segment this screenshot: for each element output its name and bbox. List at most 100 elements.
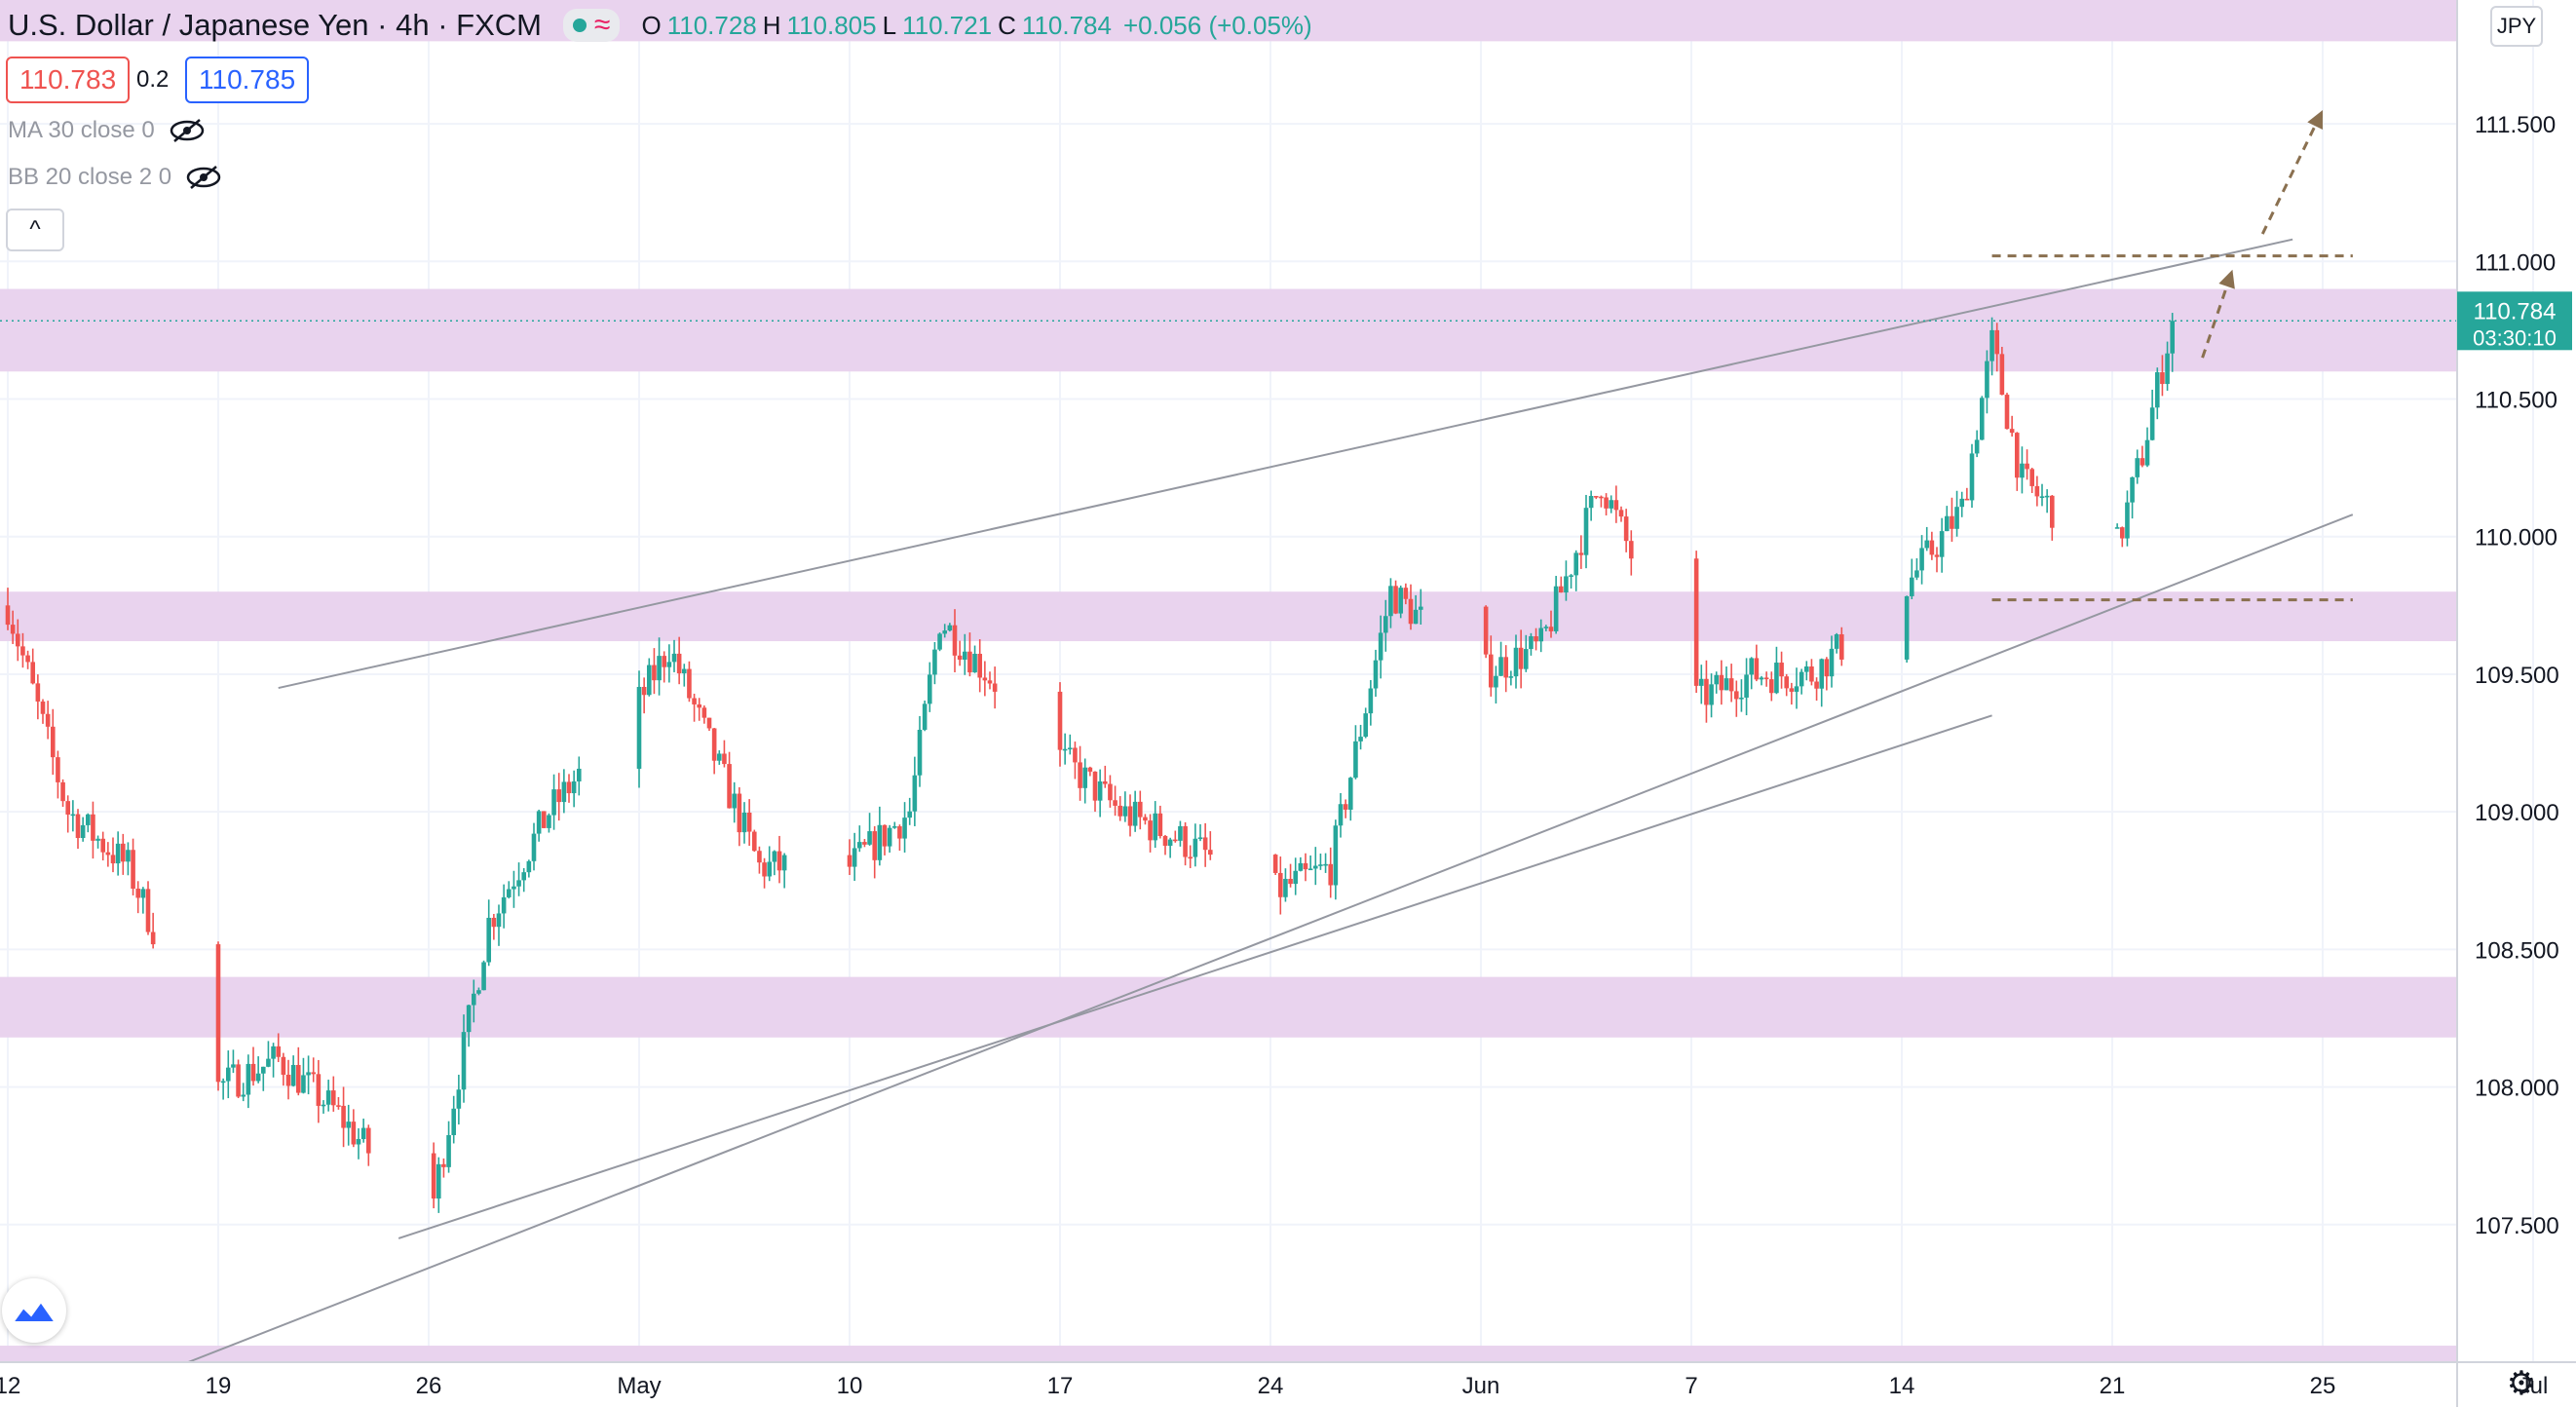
candle-body: [1985, 361, 1989, 399]
currency-label: JPY: [2496, 14, 2537, 38]
candle-body: [1062, 748, 1068, 751]
candle-body: [1172, 839, 1178, 842]
x-tick-label: 12: [0, 1373, 20, 1399]
candle-body: [301, 1075, 306, 1093]
candle-body: [2135, 458, 2140, 477]
candle-body: [867, 831, 872, 845]
candle-body: [2004, 395, 2010, 430]
candle-body: [937, 633, 942, 650]
candle-body: [1754, 658, 1760, 680]
x-tick-label: 25: [2310, 1373, 2336, 1399]
candle-body: [2160, 372, 2165, 385]
candle-body: [551, 789, 556, 816]
close-label: C: [998, 10, 1016, 40]
candle-body: [25, 655, 30, 663]
candle-body: [561, 781, 567, 803]
buy-price-button[interactable]: 110.785: [185, 57, 310, 103]
candle-body: [1829, 648, 1835, 677]
candle-body: [1719, 674, 1724, 691]
candle-body: [491, 917, 497, 928]
candle-body: [1749, 658, 1755, 675]
indicator-ma[interactable]: MA 30 close 0: [8, 117, 206, 144]
candle-body: [737, 793, 742, 833]
tradingview-logo[interactable]: [2, 1278, 66, 1343]
logo-icon: [13, 1300, 56, 1322]
candle-body: [701, 707, 707, 718]
candle-body: [471, 993, 476, 1006]
support-resistance-zone: [0, 288, 2457, 372]
candle-body: [126, 850, 131, 862]
candle-body: [1283, 878, 1288, 897]
candle-body: [145, 889, 151, 932]
low-value: 110.721: [902, 10, 993, 40]
trendline: [398, 714, 1992, 1239]
candle-body: [2025, 463, 2029, 470]
candle-body: [566, 781, 572, 794]
candle-body: [346, 1122, 352, 1128]
candle-body: [321, 1104, 326, 1107]
candle-body: [687, 668, 692, 699]
candle-body: [1959, 498, 1965, 508]
candle-body: [1789, 688, 1795, 692]
candle-body: [281, 1056, 286, 1076]
candle-body: [1067, 747, 1073, 750]
candle-body: [220, 1081, 226, 1084]
candle-body: [772, 851, 777, 862]
sell-price-button[interactable]: 110.783: [6, 57, 131, 103]
candle-body: [1403, 588, 1409, 599]
hidden-eye-icon[interactable]: [185, 165, 222, 190]
candle-body: [516, 880, 521, 887]
candle-body: [250, 1063, 256, 1082]
candle-body: [1328, 863, 1334, 886]
collapse-legend-button[interactable]: ^: [6, 209, 64, 251]
candle-body: [306, 1072, 311, 1076]
candle-body: [1909, 577, 1914, 596]
candle-body: [1118, 805, 1123, 817]
candle-body: [1318, 864, 1323, 866]
candle-body: [260, 1066, 266, 1074]
candle-body: [1127, 806, 1133, 826]
y-tick-label: 111.500: [2475, 112, 2556, 138]
market-status-pill[interactable]: ≈: [563, 9, 621, 42]
candle-body: [1814, 681, 1819, 689]
candle-body: [2140, 458, 2145, 466]
candle-body: [1188, 856, 1193, 859]
candle-body: [1553, 586, 1559, 631]
spread-value: 0.2: [136, 66, 170, 93]
currency-button[interactable]: JPY: [2490, 6, 2543, 47]
low-label: L: [882, 10, 897, 40]
settings-gear-icon[interactable]: ⚙: [2502, 1364, 2541, 1403]
candle-body: [501, 896, 507, 914]
candle-body: [1999, 354, 2005, 396]
candle-body: [1323, 863, 1328, 866]
candle-body: [1838, 633, 1844, 660]
candle-body: [1353, 741, 1358, 779]
hidden-eye-icon[interactable]: [169, 118, 206, 143]
candle-body: [526, 860, 532, 873]
candle-body: [255, 1073, 261, 1082]
candle-body: [1583, 508, 1589, 555]
candle-body: [456, 1089, 462, 1109]
candle-body: [446, 1134, 451, 1167]
candle-body: [2125, 502, 2130, 539]
change-value: +0.056 (+0.05%): [1122, 10, 1312, 40]
candle-body: [2044, 495, 2050, 498]
indicator-bb-label: BB 20 close 2 0: [8, 164, 172, 190]
candle-body: [1197, 837, 1203, 840]
candle-body: [1153, 813, 1158, 841]
candle-body: [927, 674, 932, 704]
indicator-bb[interactable]: BB 20 close 2 0: [8, 164, 222, 191]
y-tick-label: 109.500: [2475, 663, 2559, 689]
candle-body: [1373, 660, 1379, 689]
candle-body: [1488, 654, 1494, 688]
candle-body: [1288, 878, 1293, 885]
candle-body: [1904, 595, 1910, 660]
candle-body: [2130, 476, 2135, 503]
candle-body: [511, 886, 516, 890]
symbol-title[interactable]: U.S. Dollar / Japanese Yen · 4h · FXCM: [8, 8, 542, 42]
candle-body: [556, 789, 562, 803]
last-price-value: 110.784: [2474, 298, 2557, 324]
candle-body: [1824, 659, 1830, 677]
candle-body: [1784, 676, 1790, 689]
